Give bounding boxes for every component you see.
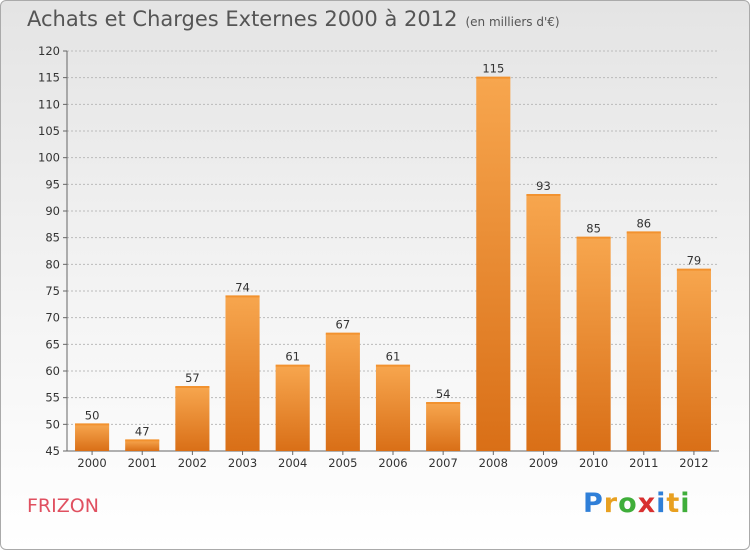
title-text: Achats et Charges Externes 2000 à 2012 <box>27 7 458 31</box>
y-tick-label: 80 <box>45 257 60 271</box>
bar-value-label: 85 <box>586 222 601 236</box>
chart-title: Achats et Charges Externes 2000 à 2012 (e… <box>27 7 560 31</box>
bar <box>75 424 110 451</box>
y-tick-label: 75 <box>45 284 60 298</box>
bar-value-label: 67 <box>336 318 351 332</box>
bar <box>576 237 611 451</box>
logo-letter: i <box>656 488 667 519</box>
bar <box>476 77 511 452</box>
y-tick-label: 65 <box>45 337 60 351</box>
logo-letter: r <box>603 488 619 519</box>
x-tick-label: 2000 <box>77 456 106 470</box>
x-tick-label: 2005 <box>328 456 357 470</box>
logo-letter: P <box>583 488 604 519</box>
bar-value-label: 50 <box>85 408 100 422</box>
bar <box>325 333 360 451</box>
bar <box>626 232 661 451</box>
logo-letter: t <box>666 488 681 519</box>
bar-value-label: 61 <box>285 350 300 364</box>
bar <box>426 403 461 451</box>
bar <box>375 365 411 451</box>
y-tick-label: 110 <box>38 97 60 111</box>
bar-value-label: 93 <box>536 179 551 193</box>
x-tick-label: 2011 <box>629 456 658 470</box>
bar-value-label: 61 <box>386 350 401 364</box>
y-tick-label: 60 <box>45 364 60 378</box>
bar <box>676 269 711 451</box>
bar-value-label: 79 <box>687 254 702 268</box>
bar-value-label: 86 <box>636 216 651 230</box>
y-tick-label: 100 <box>38 151 60 165</box>
logo-letter: x <box>637 488 657 519</box>
y-tick-label: 85 <box>45 231 60 245</box>
x-tick-label: 2001 <box>128 456 157 470</box>
bar <box>225 296 260 451</box>
y-tick-label: 120 <box>38 44 60 58</box>
x-tick-label: 2003 <box>228 456 257 470</box>
x-tick-label: 2010 <box>579 456 608 470</box>
bar <box>175 387 210 451</box>
y-tick-label: 50 <box>45 417 60 431</box>
x-tick-label: 2007 <box>429 456 458 470</box>
y-tick-label: 55 <box>45 391 60 405</box>
bar <box>125 440 160 451</box>
logo-letter: i <box>680 488 691 519</box>
bar-value-label: 54 <box>436 387 451 401</box>
x-tick-label: 2008 <box>479 456 508 470</box>
bar <box>275 365 310 451</box>
y-tick-label: 95 <box>45 177 60 191</box>
y-tick-label: 45 <box>45 444 60 458</box>
x-tick-label: 2006 <box>378 456 407 470</box>
y-tick-label: 115 <box>38 71 60 85</box>
bar <box>526 195 561 451</box>
bar-value-label: 57 <box>185 371 200 385</box>
logo-letter: o <box>618 488 638 519</box>
bar-value-label: 115 <box>482 62 504 76</box>
bar-value-label: 47 <box>135 424 150 438</box>
x-tick-label: 2012 <box>679 456 708 470</box>
title-unit: (en milliers d'€) <box>465 15 560 29</box>
bar-value-label: 74 <box>235 280 250 294</box>
x-tick-label: 2004 <box>278 456 307 470</box>
y-tick-label: 70 <box>45 311 60 325</box>
proxiti-logo: Proxiti <box>583 488 691 519</box>
commune-name: FRIZON <box>27 495 99 517</box>
x-tick-label: 2009 <box>529 456 558 470</box>
y-tick-label: 90 <box>45 204 60 218</box>
x-tick-label: 2002 <box>178 456 207 470</box>
y-tick-label: 105 <box>38 124 60 138</box>
